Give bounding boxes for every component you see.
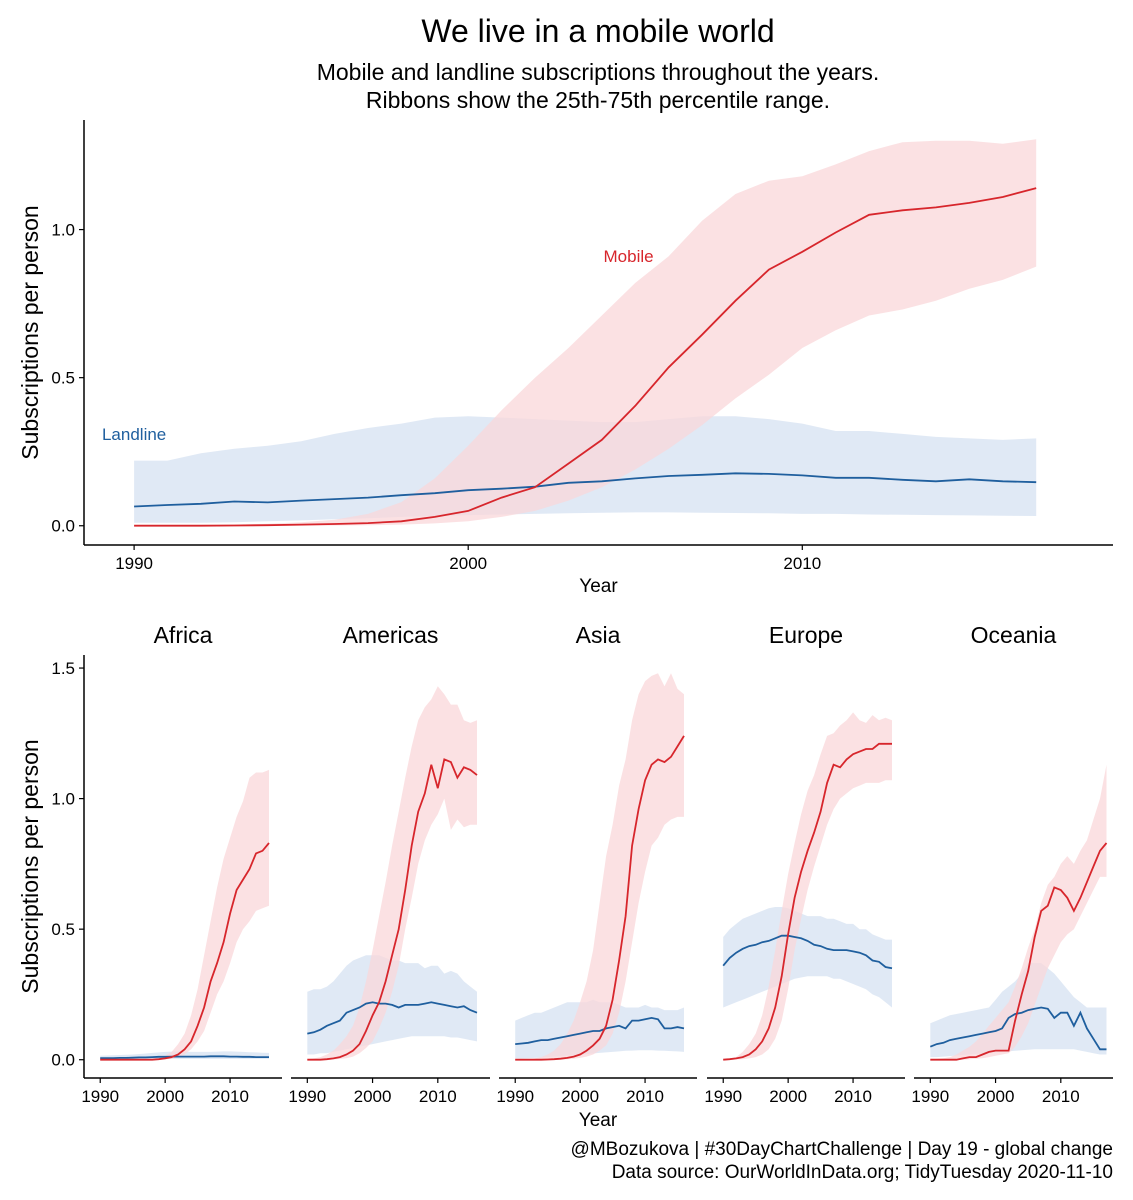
global-y-tick-label: 0.5 (51, 369, 75, 388)
global-x-tick-label: 2010 (783, 554, 821, 573)
asia-x-tick-label: 2000 (561, 1087, 599, 1106)
global-panel: 1990 2000 2010 0.0 0.5 1.0 Year Subscriptions p… (17, 120, 1113, 597)
global-x-axis-title: Year (579, 576, 618, 597)
global-y-axis-title: Subscriptions per person (17, 205, 43, 459)
facet-americas: 1990 2000 2010 Americas (288, 622, 490, 1106)
africa-x-tick-label: 1990 (81, 1087, 119, 1106)
asia-x-tick-label: 2010 (626, 1087, 664, 1106)
facet-strip-americas: Americas (343, 622, 439, 648)
americas-landline-line (307, 1001, 478, 1035)
global-y-tick-label: 0.0 (51, 517, 75, 536)
africa-y-tick-label: 0.5 (51, 920, 75, 939)
facet-europe: 1990 2000 2010 Europe (704, 622, 905, 1106)
global-y-tick-label: 1.0 (51, 221, 75, 240)
chart-subtitle-line-2: Ribbons show the 25th-75th percentile ra… (366, 87, 830, 113)
oceania-landline-line (929, 1006, 1107, 1051)
facet-strip-africa: Africa (154, 622, 213, 648)
caption-line-1: @MBozukova | #30DayChartChallenge | Day … (571, 1139, 1113, 1160)
americas-x-tick-label: 2010 (419, 1087, 457, 1106)
global-x-tick-label: 2000 (449, 554, 487, 573)
facet-africa: 1990 2000 2010 0.0 0.5 1.0 1.5 Africa (51, 622, 282, 1106)
asia-x-tick-label: 1990 (496, 1087, 534, 1106)
africa-landline-line (100, 1055, 269, 1060)
asia-landline-line (515, 1016, 685, 1045)
europe-x-tick-label: 1990 (704, 1087, 742, 1106)
oceania-mobile-ribbon (930, 764, 1107, 1060)
europe-mobile-ribbon (723, 712, 892, 1060)
mobile-ribbon (134, 139, 1037, 526)
continent-facets: 1990 2000 2010 0.0 0.5 1.0 1.5 Africa 1990 2000 20… (17, 622, 1113, 1131)
americas-x-tick-label: 1990 (288, 1087, 326, 1106)
africa-y-tick-label: 1.5 (51, 659, 75, 678)
global-x-tick-label: 1990 (115, 554, 153, 573)
europe-x-tick-label: 2000 (769, 1087, 807, 1106)
asia-mobile-ribbon (515, 673, 684, 1060)
europe-x-tick-label: 2010 (834, 1087, 872, 1106)
chart-title: We live in a mobile world (421, 13, 774, 49)
facet-strip-asia: Asia (576, 622, 621, 648)
annotation-landline: Landline (102, 425, 166, 444)
africa-mobile-line (100, 842, 270, 1061)
chart-subtitle-line-1: Mobile and landline subscriptions throug… (317, 59, 880, 85)
facet-asia: 1990 2000 2010 Asia (496, 622, 697, 1106)
facet-strip-europe: Europe (769, 622, 843, 648)
landline-series-line (134, 472, 1037, 508)
facet-x-axis-title: Year (579, 1110, 618, 1131)
facet-strip-oceania: Oceania (971, 622, 1057, 648)
europe-mobile-line (723, 742, 892, 1061)
europe-landline-ribbon (723, 907, 892, 1008)
oceania-x-tick-label: 2010 (1042, 1087, 1080, 1106)
asia-mobile-line (515, 735, 685, 1061)
caption-line-2: Data source: OurWorldInData.org; TidyTue… (612, 1162, 1113, 1183)
africa-x-tick-label: 2000 (146, 1087, 184, 1106)
africa-mobile-ribbon (100, 769, 269, 1060)
facet-oceania: 1990 2000 2010 Oceania (911, 622, 1113, 1106)
africa-x-tick-label: 2010 (211, 1087, 249, 1106)
americas-mobile-line (307, 758, 478, 1061)
africa-y-tick-label: 1.0 (51, 790, 75, 809)
oceania-mobile-line (930, 842, 1108, 1061)
annotation-mobile: Mobile (604, 247, 654, 266)
europe-landline-line (722, 934, 893, 970)
mobile-series-line (134, 187, 1037, 527)
americas-x-tick-label: 2000 (354, 1087, 392, 1106)
facet-y-axis-title: Subscriptions per person (17, 739, 43, 993)
africa-y-tick-label: 0.0 (51, 1051, 75, 1070)
oceania-x-tick-label: 1990 (911, 1087, 949, 1106)
oceania-x-tick-label: 2000 (977, 1087, 1015, 1106)
